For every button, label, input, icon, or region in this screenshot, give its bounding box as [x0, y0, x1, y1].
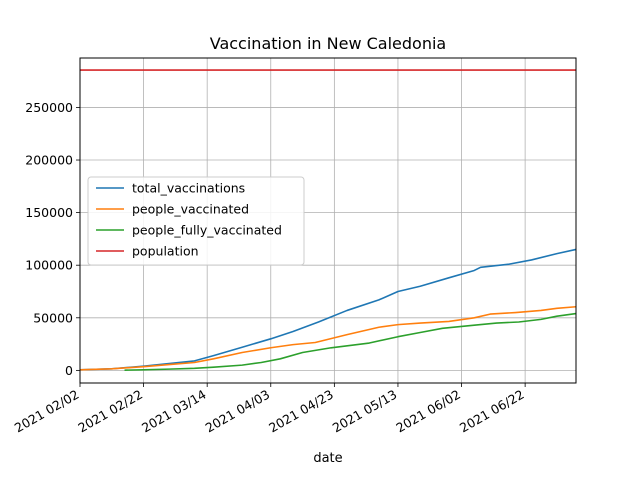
- y-tick-label: 150000: [25, 205, 73, 220]
- series-layer: [79, 69, 577, 371]
- legend-box: [87, 176, 305, 266]
- legend-entry-people-vaccinated: people_vaccinated: [132, 202, 249, 217]
- legend: total_vaccinations people_vaccinatedpeopl…: [87, 176, 305, 266]
- series-line-total-vaccinations: [79, 248, 577, 371]
- y-tick-label: 250000: [25, 100, 73, 115]
- x-axis-label: date: [313, 451, 342, 466]
- legend-entry-total-vaccinations: total_vaccinations: [132, 181, 245, 196]
- legend-entry-population: population: [132, 244, 199, 259]
- chart-title: Vaccination in New Caledonia: [210, 34, 446, 53]
- plot-frame: [79, 57, 577, 384]
- y-tick-label: 50000: [33, 310, 73, 325]
- y-tick-label: 200000: [25, 153, 73, 168]
- y-tick-label: 0: [65, 363, 73, 378]
- series-line-people-vaccinated: [79, 305, 577, 371]
- y-tick-label: 100000: [25, 258, 73, 273]
- legend-entry-people-fully-vaccinated: people_fully_vaccinated: [132, 223, 282, 238]
- series-line-people-fully-vaccinated: [124, 312, 577, 371]
